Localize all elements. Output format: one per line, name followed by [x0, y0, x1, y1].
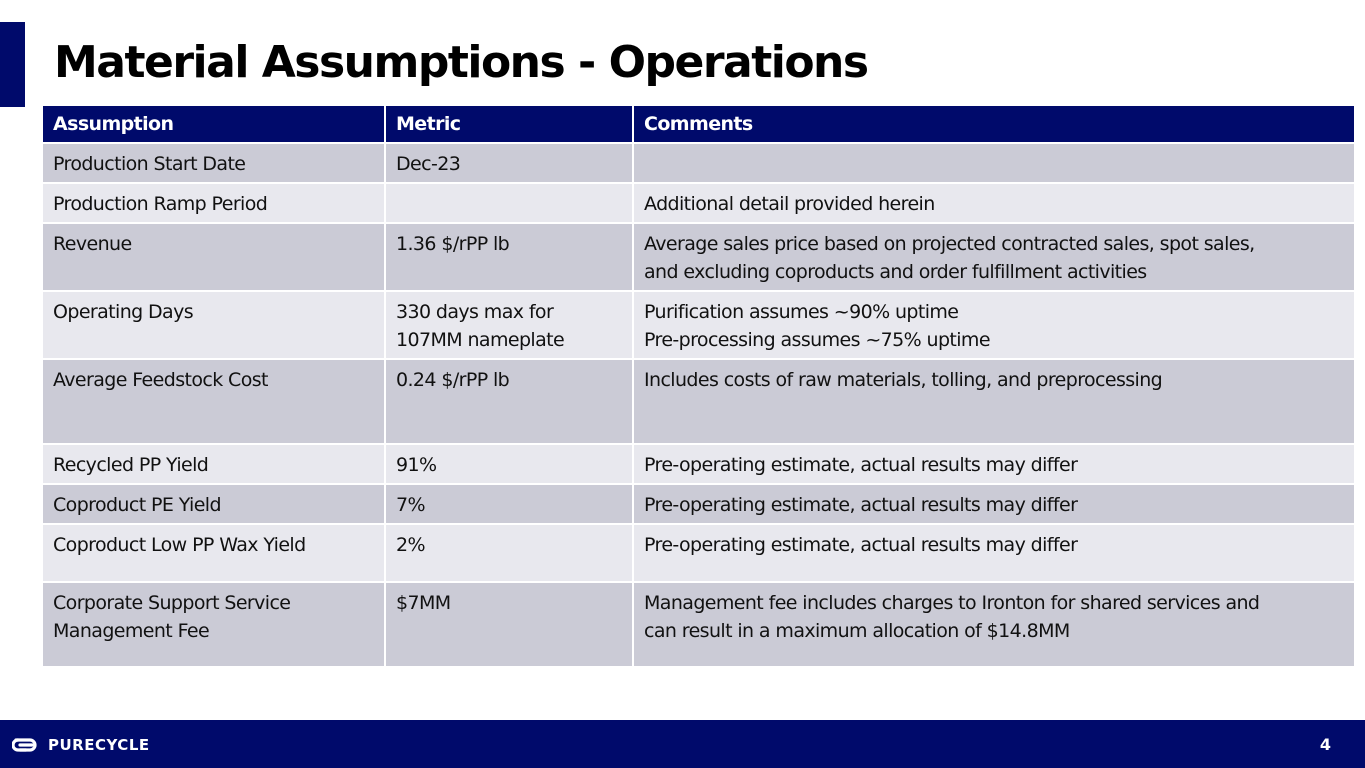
table-body: Production Start Date Dec-23 Production Ra… — [43, 143, 1354, 668]
assumption-text: Recycled PP Yield — [53, 454, 209, 476]
cell-assumption: Average Feedstock Cost — [43, 359, 386, 445]
cell-assumption: Corporate Support Service Management Fee — [43, 582, 386, 668]
comments-text: Pre-operating estimate, actual results m… — [644, 494, 1078, 516]
cell-comments: Average sales price based on projected c… — [633, 223, 1354, 292]
comments-text: Purification assumes ~90% uptime — [644, 301, 959, 323]
assumption-text: Production Ramp Period — [53, 193, 268, 215]
table-header-row: Assumption Metric Comments — [43, 106, 1354, 144]
assumption-text: Revenue — [53, 233, 132, 255]
table-row: Production Start Date Dec-23 — [43, 143, 1354, 184]
comments-text: Includes costs of raw materials, tolling… — [644, 369, 1163, 391]
logo-text: PURECYCLE — [48, 736, 150, 754]
cell-metric — [385, 183, 634, 224]
assumption-text: Management Fee — [53, 620, 210, 642]
comments-text: Pre-operating estimate, actual results m… — [644, 454, 1078, 476]
cell-assumption: Coproduct PE Yield — [43, 484, 386, 525]
cell-comments: Additional detail provided herein — [633, 183, 1354, 224]
table-row: Coproduct PE Yield 7% Pre-operating estima… — [43, 484, 1354, 525]
comments-text: Pre-operating estimate, actual results m… — [644, 534, 1078, 556]
column-header-assumption: Assumption — [43, 106, 386, 144]
page-number: 4 — [1319, 735, 1331, 754]
cell-comments: Includes costs of raw materials, tolling… — [633, 359, 1354, 445]
cell-assumption: Coproduct Low PP Wax Yield — [43, 524, 386, 583]
purecycle-logo-icon — [12, 738, 37, 752]
assumptions-table: Assumption Metric Comments Production St… — [43, 106, 1354, 668]
table-row: Average Feedstock Cost 0.24 $/rPP lb Inclu… — [43, 359, 1354, 445]
metric-text: 91% — [396, 454, 437, 476]
table-row: Corporate Support Service Management Fee $… — [43, 582, 1354, 668]
comments-text: can result in a maximum allocation of $1… — [644, 620, 1070, 642]
cell-assumption: Production Ramp Period — [43, 183, 386, 224]
cell-comments: Purification assumes ~90% uptime Pre-proc… — [633, 291, 1354, 360]
cell-comments: Pre-operating estimate, actual results m… — [633, 524, 1354, 583]
metric-text: 7% — [396, 494, 426, 516]
cell-metric: 91% — [385, 444, 634, 485]
cell-metric: 1.36 $/rPP lb — [385, 223, 634, 292]
cell-comments — [633, 143, 1354, 184]
comments-text: Average sales price based on projected c… — [644, 233, 1255, 255]
comments-text: and excluding coproducts and order fulfi… — [644, 261, 1147, 283]
metric-text: 330 days max for — [396, 301, 554, 323]
cell-metric: 0.24 $/rPP lb — [385, 359, 634, 445]
comments-text: Pre-processing assumes ~75% uptime — [644, 329, 991, 351]
comments-text: Additional detail provided herein — [644, 193, 935, 215]
cell-comments: Pre-operating estimate, actual results m… — [633, 484, 1354, 525]
metric-text: Dec-23 — [396, 153, 461, 175]
table-row: Coproduct Low PP Wax Yield 2% Pre-operatin… — [43, 524, 1354, 583]
table-row: Operating Days 330 days max for 107MM name… — [43, 291, 1354, 360]
assumption-text: Coproduct Low PP Wax Yield — [53, 534, 306, 556]
footer-bar: PURECYCLE 4 — [0, 720, 1365, 768]
page-title: Material Assumptions - Operations — [54, 37, 869, 88]
table-row: Recycled PP Yield 91% Pre-operating estima… — [43, 444, 1354, 485]
metric-text: 0.24 $/rPP lb — [396, 369, 510, 391]
cell-assumption: Operating Days — [43, 291, 386, 360]
cell-metric: 330 days max for 107MM nameplate — [385, 291, 634, 360]
assumption-text: Production Start Date — [53, 153, 246, 175]
cell-metric: 2% — [385, 524, 634, 583]
comments-text: Management fee includes charges to Iront… — [644, 592, 1260, 614]
column-header-metric: Metric — [385, 106, 634, 144]
table-row: Revenue 1.36 $/rPP lb Average sales price … — [43, 223, 1354, 292]
cell-metric: $7MM — [385, 582, 634, 668]
cell-assumption: Recycled PP Yield — [43, 444, 386, 485]
cell-assumption: Revenue — [43, 223, 386, 292]
metric-text: 107MM nameplate — [396, 329, 565, 351]
assumption-text: Coproduct PE Yield — [53, 494, 222, 516]
assumption-text: Corporate Support Service — [53, 592, 291, 614]
purecycle-logo: PURECYCLE — [12, 734, 150, 756]
cell-assumption: Production Start Date — [43, 143, 386, 184]
table-row: Production Ramp Period Additional detail … — [43, 183, 1354, 224]
column-header-comments: Comments — [633, 106, 1354, 144]
cell-comments: Pre-operating estimate, actual results m… — [633, 444, 1354, 485]
metric-text: 1.36 $/rPP lb — [396, 233, 510, 255]
cell-comments: Management fee includes charges to Iront… — [633, 582, 1354, 668]
metric-text: 2% — [396, 534, 426, 556]
cell-metric: Dec-23 — [385, 143, 634, 184]
title-accent-bar — [0, 22, 25, 107]
assumption-text: Average Feedstock Cost — [53, 369, 269, 391]
assumption-text: Operating Days — [53, 301, 194, 323]
cell-metric: 7% — [385, 484, 634, 525]
metric-text: $7MM — [396, 592, 451, 614]
